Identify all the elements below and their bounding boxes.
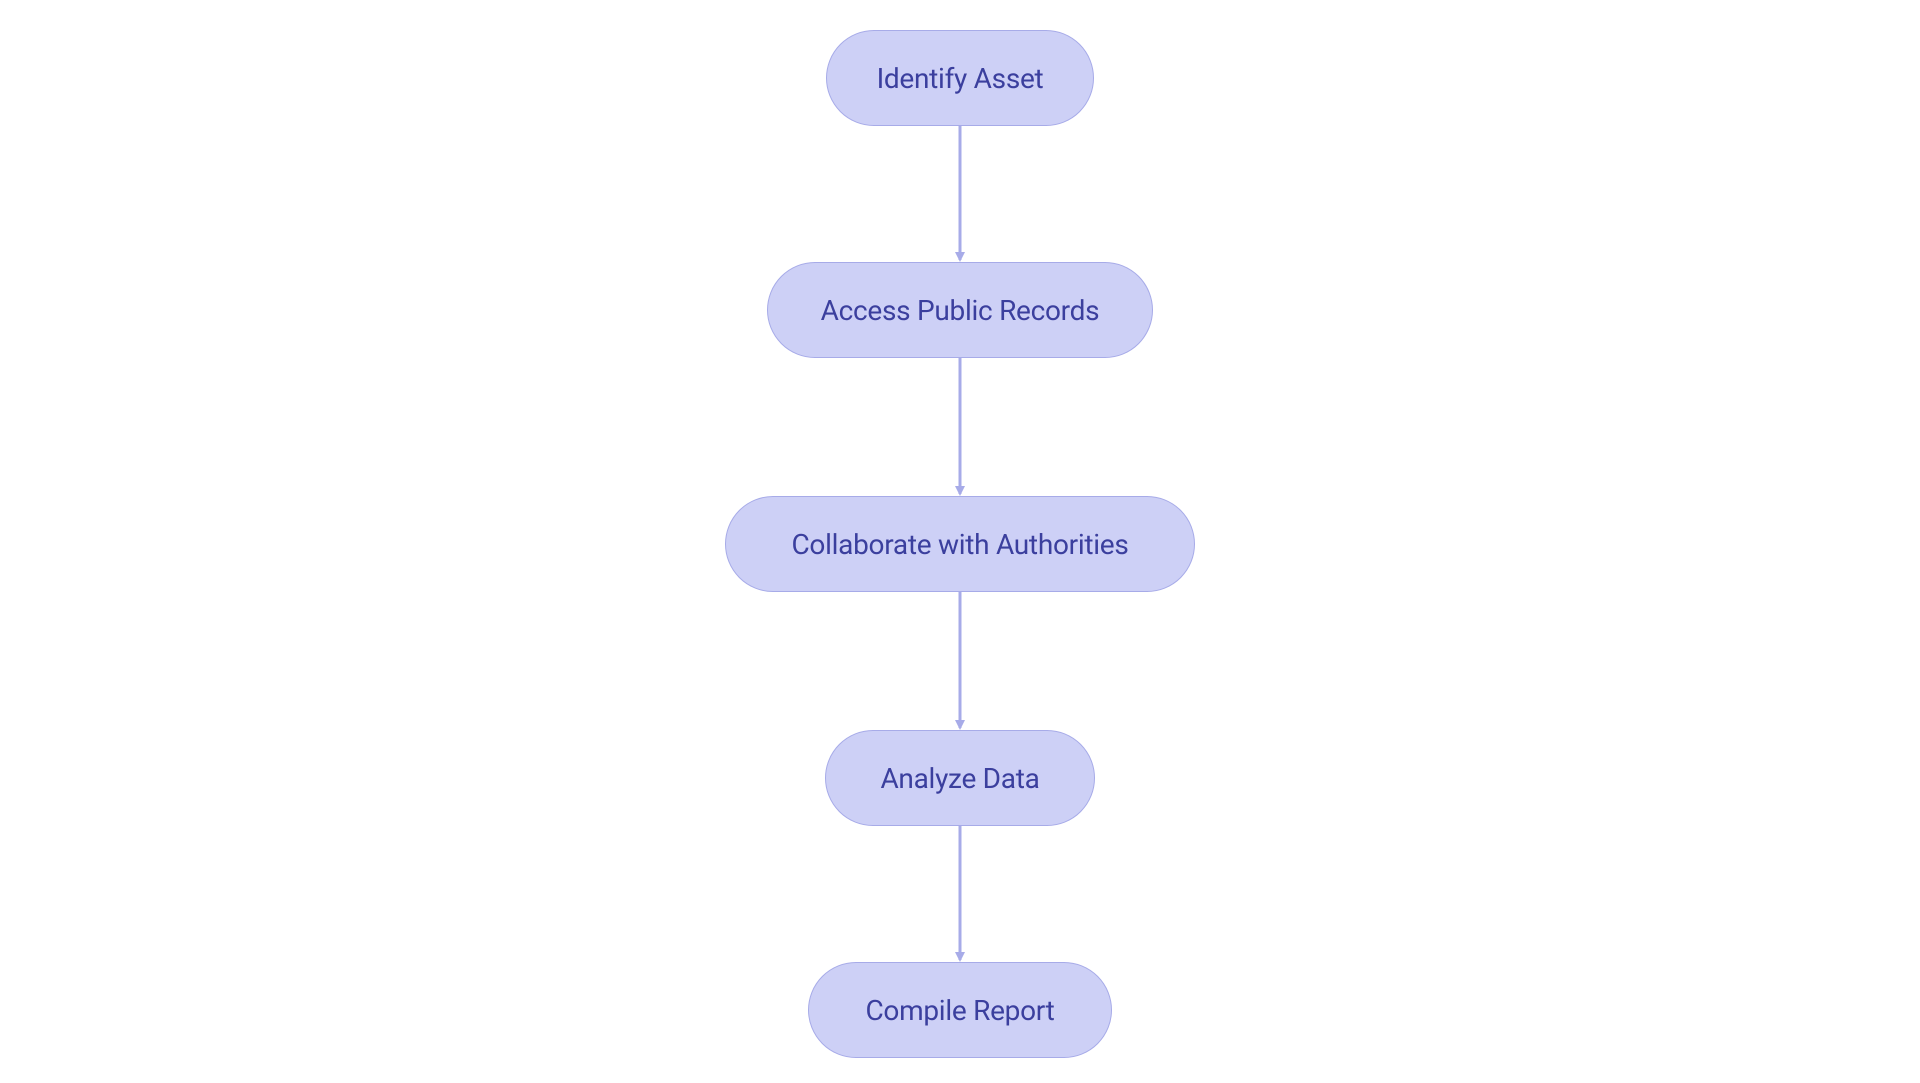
flowchart-node-label: Access Public Records (821, 294, 1100, 327)
flowchart-canvas: Identify Asset Access Public Records Colla… (0, 0, 1920, 1083)
flowchart-node: Collaborate with Authorities (725, 496, 1195, 592)
flowchart-node-label: Analyze Data (880, 762, 1039, 795)
flowchart-node-label: Identify Asset (877, 62, 1044, 95)
flowchart-node: Access Public Records (767, 262, 1153, 358)
flowchart-node: Identify Asset (826, 30, 1094, 126)
flowchart-node-label: Collaborate with Authorities (791, 528, 1128, 561)
flowchart-node-label: Compile Report (865, 994, 1054, 1027)
flowchart-node: Compile Report (808, 962, 1112, 1058)
flowchart-node: Analyze Data (825, 730, 1095, 826)
